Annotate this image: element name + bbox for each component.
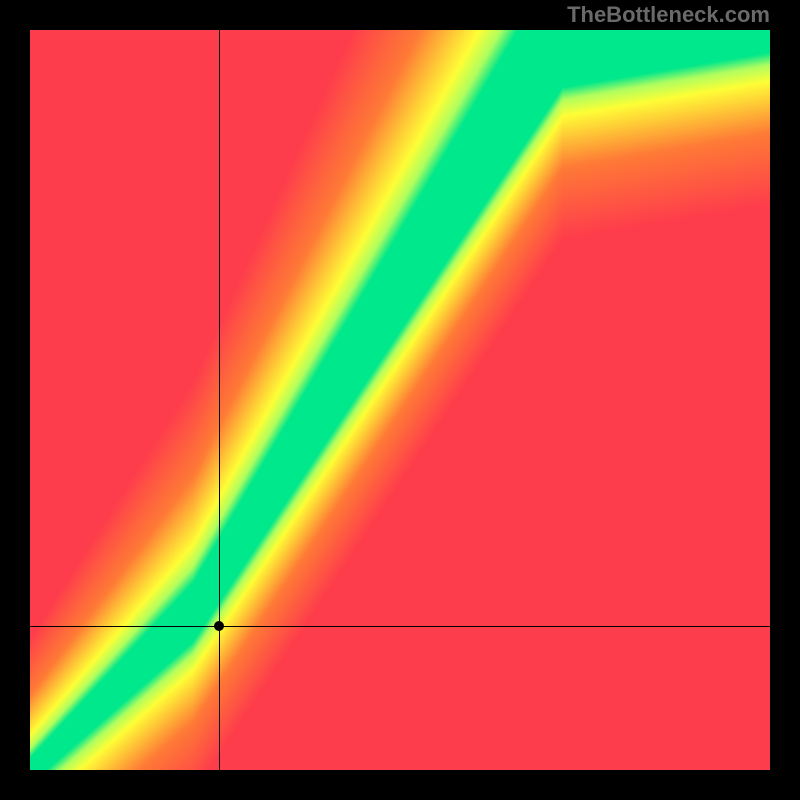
crosshair-vertical: [219, 30, 220, 770]
crosshair-marker: [214, 621, 224, 631]
plot-area: [30, 30, 770, 770]
crosshair-horizontal: [30, 626, 770, 627]
watermark-text: TheBottleneck.com: [567, 2, 770, 28]
heatmap-canvas: [30, 30, 770, 770]
